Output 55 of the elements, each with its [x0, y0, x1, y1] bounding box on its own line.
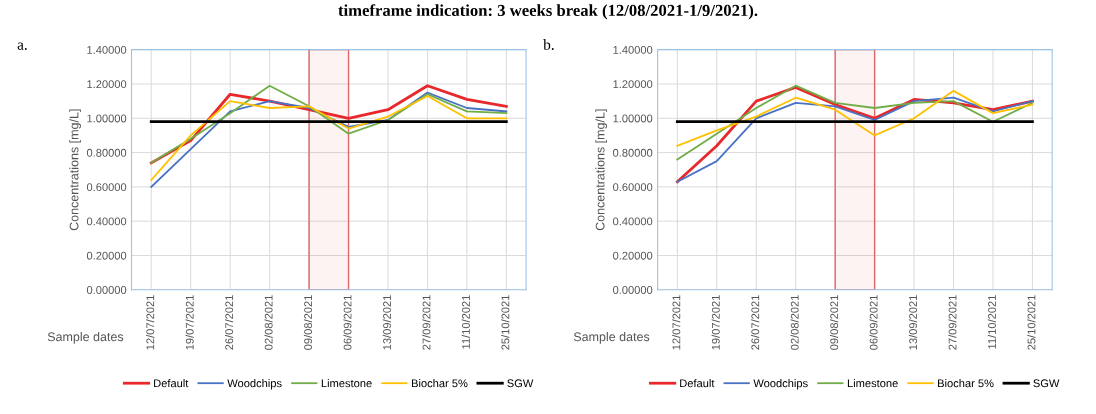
- x-tick-label: 06/09/2021: [343, 295, 352, 350]
- x-tick-label: 19/07/2021: [711, 295, 720, 350]
- chart-title: timeframe indication: 3 weeks break (12/08/2021-1/9/2021).: [338, 4, 758, 20]
- y-tick-label: 1.20000: [87, 80, 127, 89]
- x-tick-label: 06/09/2021: [869, 295, 878, 350]
- x-tick-label: 02/08/2021: [264, 295, 273, 350]
- x-axis-title: Sample dates: [47, 332, 124, 344]
- legend-label: Default: [154, 379, 189, 388]
- legend-label: Biochar 5%: [411, 379, 468, 388]
- x-tick-label: 25/10/2021: [1027, 295, 1036, 350]
- text: a.: [17, 42, 27, 50]
- y-tick-label: 0.40000: [86, 217, 127, 226]
- y-tick-label: 0.00000: [613, 286, 653, 294]
- legend-label: Limestone: [321, 379, 372, 388]
- y-tick-label: 0.80000: [86, 148, 127, 157]
- y-tick-label: 1.40000: [613, 45, 653, 54]
- y-tick-label: 0.20000: [613, 251, 653, 260]
- x-tick-label: 13/09/2021: [382, 295, 391, 350]
- x-tick-label: 27/09/2021: [948, 295, 957, 350]
- x-tick-label: 12/07/2021: [146, 295, 155, 350]
- x-tick-label: 26/07/2021: [751, 295, 760, 350]
- x-tick-label: 19/07/2021: [185, 295, 194, 350]
- y-tick-label: 0.60000: [613, 183, 653, 192]
- x-tick-label: 11/10/2021: [987, 295, 996, 349]
- legend-label: Limestone: [847, 379, 898, 388]
- y-tick-label: 0.20000: [86, 251, 127, 260]
- y-tick-label: 0.60000: [86, 183, 127, 192]
- legend-label: SGW: [507, 379, 534, 388]
- x-tick-label: 12/07/2021: [672, 295, 681, 350]
- y-tick-label: 1.00000: [87, 114, 127, 123]
- legend-label: SGW: [1033, 379, 1060, 388]
- x-tick-label: 26/07/2021: [224, 295, 234, 350]
- line-series: [676, 89, 1034, 147]
- x-axis-title: Sample dates: [573, 332, 650, 344]
- text: b.: [543, 39, 554, 50]
- x-tick-label: 27/09/2021: [422, 295, 431, 350]
- y-tick-label: 1.40000: [87, 45, 127, 54]
- y-tick-label: 1.00000: [613, 114, 653, 123]
- legend-label: Woodchips: [753, 379, 808, 390]
- y-tick-label: 0.00000: [86, 286, 127, 294]
- y-tick-label: 0.40000: [613, 217, 653, 226]
- y-axis-title: Concentrations [mg/L]: [595, 109, 608, 231]
- y-tick-label: 0.80000: [613, 148, 653, 157]
- line-series: [676, 84, 1034, 161]
- y-tick-label: 1.20000: [613, 80, 653, 89]
- legend-label: Biochar 5%: [938, 379, 994, 388]
- x-tick-label: 25/10/2021: [501, 295, 510, 350]
- legend-label: Woodchips: [227, 379, 282, 390]
- x-tick-label: 02/08/2021: [790, 295, 799, 350]
- x-tick-label: 09/08/2021: [829, 295, 839, 350]
- y-axis-title: Concentrations [mg/L]: [69, 109, 81, 231]
- legend-label: Default: [680, 379, 715, 388]
- x-tick-label: 13/09/2021: [908, 295, 918, 350]
- x-tick-label: 11/10/2021: [461, 295, 470, 349]
- x-tick-label: 09/08/2021: [303, 295, 313, 350]
